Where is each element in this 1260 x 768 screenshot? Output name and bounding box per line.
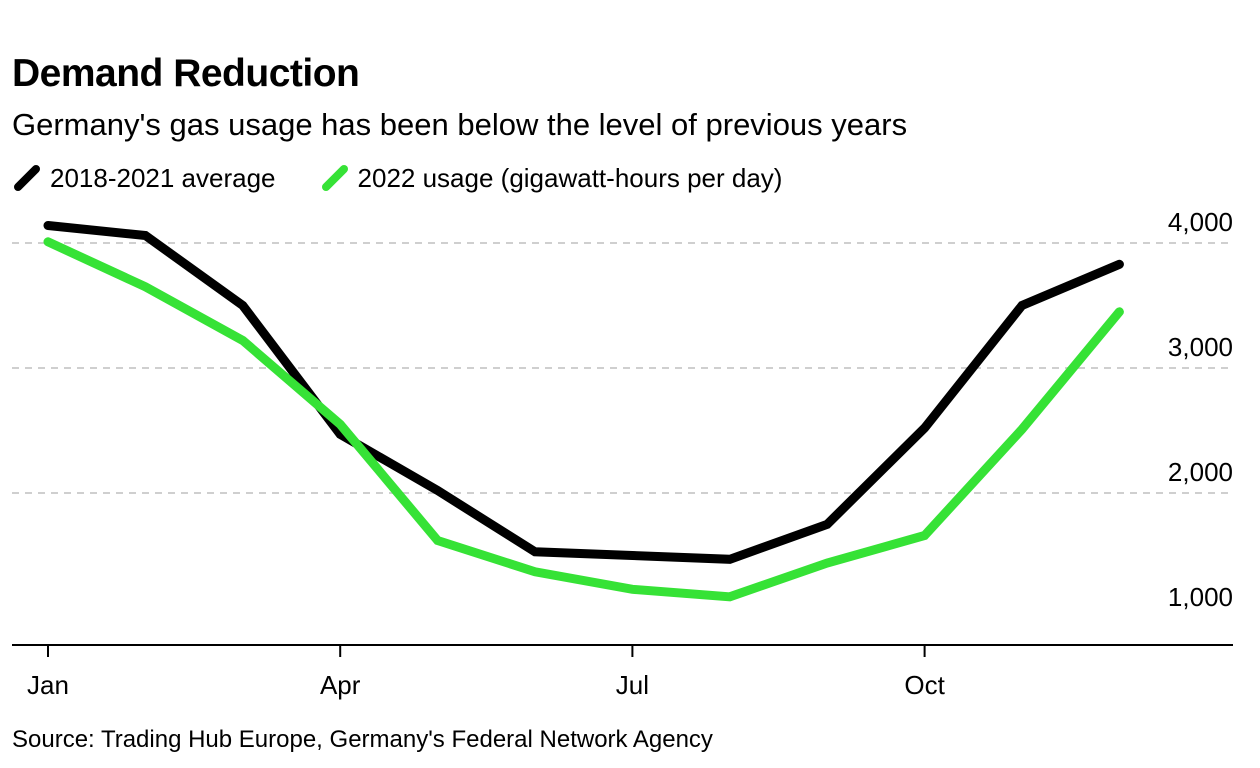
legend-swatch-line-2022 <box>321 165 348 191</box>
legend: 2018-2021 average 2022 usage (gigawatt-h… <box>12 160 826 196</box>
y-tick-label: 1,000 <box>1168 582 1233 612</box>
series-line-average <box>43 221 1124 564</box>
y-tick-label: 4,000 <box>1168 207 1233 237</box>
x-axis <box>12 644 1233 657</box>
legend-swatch-line-average <box>14 165 40 191</box>
y-tick-label: 3,000 <box>1168 332 1233 362</box>
x-tick-label: Apr <box>320 670 361 700</box>
chart-title: Demand Reduction <box>12 52 360 95</box>
legend-label-2022: 2022 usage (gigawatt-hours per day) <box>357 162 783 193</box>
legend-swatch-average <box>14 165 40 191</box>
x-axis-labels: Jan Apr Jul Oct <box>27 670 946 700</box>
y-axis-labels: 1,000 2,000 3,000 4,000 <box>1168 207 1233 612</box>
gridlines <box>12 242 1233 494</box>
legend-swatch-2022 <box>321 165 348 191</box>
series-lines <box>43 221 1124 602</box>
x-tick-label: Jan <box>27 670 69 700</box>
series-line-2022 <box>43 237 1124 602</box>
legend-label-average: 2018-2021 average <box>50 162 276 193</box>
x-tick-label: Oct <box>904 670 945 700</box>
x-tick-label: Jul <box>616 670 649 700</box>
chart-subtitle: Germany's gas usage has been below the l… <box>12 107 908 142</box>
legend-item-average: 2018-2021 average <box>12 163 276 194</box>
legend-item-2022: 2022 usage (gigawatt-hours per day) <box>320 162 783 194</box>
source-note: Source: Trading Hub Europe, Germany's Fe… <box>12 726 713 753</box>
y-tick-label: 2,000 <box>1168 457 1233 487</box>
